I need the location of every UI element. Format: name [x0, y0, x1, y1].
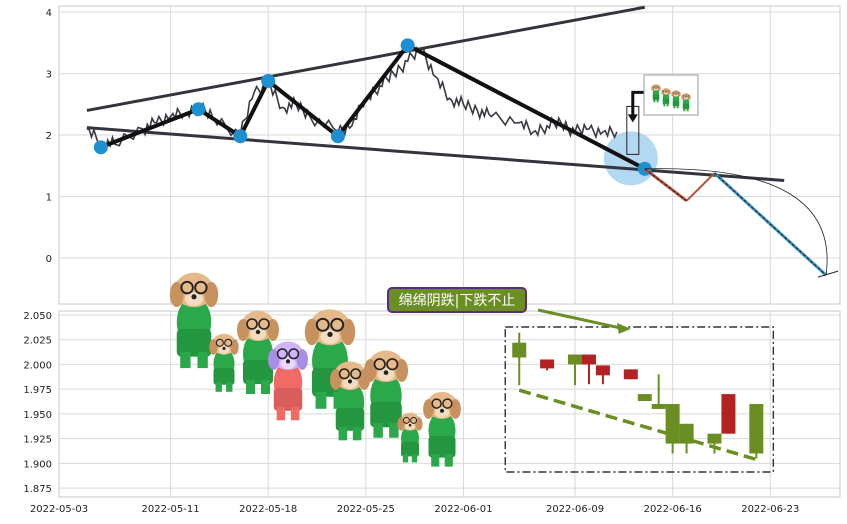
pivot-point [330, 129, 345, 144]
x-tick-label: 2022-05-18 [239, 504, 297, 515]
bottom-y-tick-label: 1.900 [23, 459, 52, 470]
projection-fall-dash [714, 172, 827, 276]
candle-body [651, 404, 666, 409]
lower-trend-line [86, 126, 785, 182]
annotation-label-box [387, 287, 527, 313]
bottom-y-tick-label: 2.025 [23, 336, 52, 347]
annotation-label-text: 绵绵阴跌|下跌不止 [399, 292, 516, 309]
bottom-y-tick-label: 1.950 [23, 410, 52, 421]
candle-body [512, 342, 527, 358]
annotation-arrow [537, 308, 626, 331]
signal-arrow-head [627, 114, 638, 123]
candle-body [637, 394, 652, 402]
candle-body [568, 354, 583, 365]
pivot-point [191, 102, 206, 117]
x-tick-label: 2022-05-25 [337, 504, 395, 515]
candle-body [540, 359, 555, 369]
x-tick-label: 2022-06-09 [546, 504, 604, 515]
projection-end-tick [817, 270, 839, 278]
top-y-tick-label: 3 [46, 70, 52, 81]
bottom-y-tick-label: 2.000 [23, 360, 52, 371]
pattern-box [504, 326, 775, 473]
candle-body [595, 365, 610, 376]
projection-arc [644, 168, 828, 276]
pivot-point [400, 38, 415, 53]
candle-body [623, 369, 638, 380]
top-y-tick-label: 2 [46, 131, 52, 142]
bottom-y-axis: 1.875 1.900 1.925 1.950 1.975 2.000 2.025 2.050 [23, 311, 52, 495]
candle-body [721, 394, 736, 434]
x-tick-label: 2022-05-03 [30, 504, 88, 515]
top-plot-content [86, 5, 839, 278]
x-tick-label: 2022-06-16 [644, 504, 702, 515]
highlight-circle [603, 131, 658, 186]
bottom-y-tick-label: 1.875 [23, 484, 52, 495]
dashed-trend-line [518, 388, 757, 462]
upper-trend-line [86, 5, 646, 112]
bottom-y-tick-label: 2.050 [23, 311, 52, 322]
pivot-point [233, 129, 248, 144]
candle-body [665, 404, 680, 444]
pivot-point [261, 73, 276, 88]
mini-sticker-box [643, 74, 699, 116]
top-panel: 0 1 2 3 4 [46, 5, 841, 305]
annotation-arrow-head [616, 322, 631, 334]
projection-down-dash [644, 168, 687, 202]
projection-rebound-segment [685, 172, 716, 202]
bottom-y-tick-label: 1.925 [23, 435, 52, 446]
candle-body [679, 423, 694, 444]
pivot-point [93, 140, 108, 155]
bottom-y-tick-label: 1.975 [23, 385, 52, 396]
top-y-axis: 0 1 2 3 4 [46, 8, 52, 265]
top-y-tick-label: 4 [46, 8, 52, 19]
bottom-x-axis: 2022-05-03 2022-05-11 2022-05-18 2022-05-25… [30, 504, 799, 515]
candle-body [707, 433, 722, 444]
top-y-tick-label: 0 [46, 254, 52, 265]
x-tick-label: 2022-06-23 [741, 504, 799, 515]
x-tick-label: 2022-06-01 [434, 504, 492, 515]
candle-body [749, 404, 764, 454]
top-y-tick-label: 1 [46, 192, 52, 203]
bottom-plot-content: 绵绵阴跌|下跌不止 [387, 287, 775, 473]
candle-body [581, 354, 596, 365]
x-tick-label: 2022-05-11 [142, 504, 200, 515]
